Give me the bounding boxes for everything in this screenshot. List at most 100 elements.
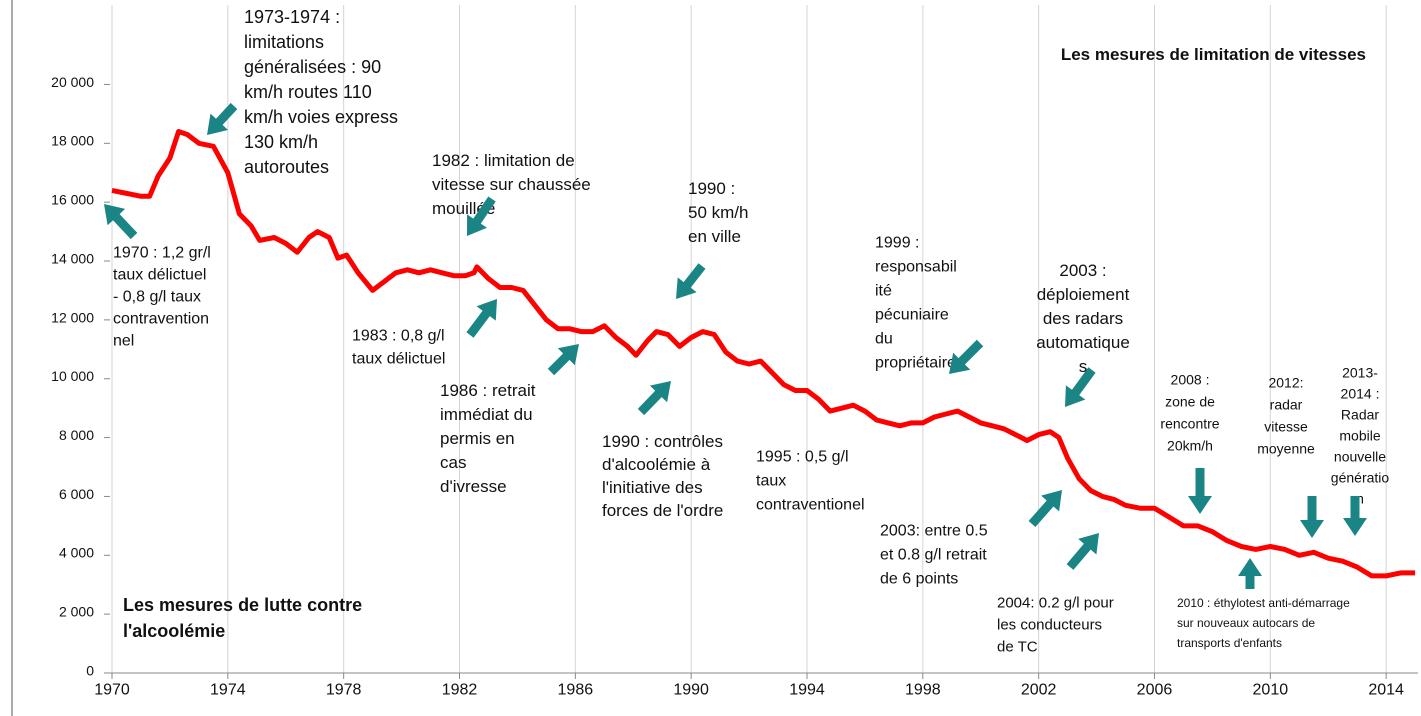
annotation: taux délictuel [113,266,206,283]
annotation: généralisées : 90 [244,57,381,77]
annotation: permis en [440,429,515,448]
annotation: transports d'enfants [1177,636,1282,650]
annotation: d'alcoolémie à [602,455,711,474]
arrow [104,204,138,240]
annotation: 1999 : [875,234,919,251]
annotation: déploiement [1037,285,1130,304]
annotation: 130 km/h [244,132,318,152]
x-tick-label: 1974 [210,681,246,698]
annotation: 2010 : éthylotest anti-démarrage [1177,596,1350,610]
annotation: 50 km/h [688,203,748,222]
annotation: km/h voies express [244,107,398,127]
annotation: s [1079,357,1088,376]
y-tick-label: 12 000 [51,309,94,325]
arrow [637,381,671,416]
annotation: nel [113,332,134,349]
annotation: l'initiative des [602,478,703,497]
x-tick-label: 2002 [1021,681,1057,698]
arrow [676,263,706,299]
x-tick-label: 1970 [94,681,130,698]
annotation: 1990 : contrôles [602,432,723,451]
title: Les mesures de lutte contre [123,595,362,615]
y-tick-label: 4 000 [59,545,94,561]
annotation: génératio [1331,469,1390,485]
annotation: 2003 : [1059,261,1106,280]
x-tick-label: 2006 [1137,681,1173,698]
annotation: mobile [1339,427,1380,443]
annotation: de 6 points [880,570,958,587]
annotation: les conducteurs [997,616,1102,633]
annotation: forces de l'ordre [602,501,723,520]
annotation: autoroutes [244,157,329,177]
y-tick-label: 14 000 [51,250,94,266]
arrow [207,102,238,135]
arrow [1065,367,1096,407]
x-tick-label: 1982 [442,681,478,698]
annotation: radar [1270,396,1303,412]
annotation: de TC [997,638,1038,655]
annotation: moyenne [1257,440,1315,456]
arrow [1028,490,1062,527]
y-tick-label: 20 000 [51,74,94,90]
y-tick-label: 6 000 [59,486,94,502]
x-tick-label: 2014 [1368,681,1404,698]
annotation: vitesse sur chaussée [432,175,591,194]
annotation: 1973-1974 : [244,7,340,27]
arrow [1300,496,1324,538]
annotation: en ville [688,227,741,246]
annotation: 1982 : limitation de [432,151,575,170]
annotation: contraventionel [756,496,865,513]
annotation: vitesse [1264,418,1308,434]
annotation: 1983 : 0,8 g/l [352,327,445,344]
annotation: 2008 : [1171,371,1210,387]
annotation: km/h routes 110 [244,82,372,102]
annotation: nouvelle [1334,448,1386,464]
x-tick-label: 1998 [905,681,941,698]
y-tick-label: 10 000 [51,368,94,384]
arrow [466,299,497,338]
title: l'alcoolémie [123,621,225,641]
annotation: 2004: 0.2 g/l pour [997,594,1114,611]
y-tick-label: 2 000 [59,604,94,620]
y-tick-label: 0 [86,662,94,678]
annotation: 1970 : 1,2 gr/l [113,244,211,261]
data-line [111,129,1416,579]
annotation: 2003: entre 0.5 [880,522,988,539]
annotation: n [1356,490,1364,506]
annotation: - 0,8 g/l taux [113,288,201,305]
x-tick-label: 1986 [558,681,594,698]
annotation: 2013- [1342,364,1378,380]
x-tick-label: 2010 [1253,681,1289,698]
arrow [1238,558,1262,589]
annotation: taux délictuel [352,350,445,367]
annotation: d'ivresse [440,477,507,496]
annotation: immédiat du [440,405,533,424]
annotation: sur nouveaux autocars de [1177,616,1315,630]
annotation: taux [756,472,786,489]
x-tick-label: 1990 [673,681,709,698]
arrow [547,344,579,376]
arrow [1066,533,1099,570]
y-tick-label: 8 000 [59,427,94,443]
annotation: 1995 : 0,5 g/l [756,448,849,465]
annotation: propriétaire [875,354,956,371]
arrow [1343,496,1367,536]
annotation: Radar [1341,406,1379,422]
annotation: pécuniaire [875,306,949,323]
annotation: ité [875,282,892,299]
x-tick-label: 1978 [326,681,362,698]
annotation: et 0.8 g/l retrait [880,546,987,563]
x-tick-label: 1994 [789,681,825,698]
annotation: responsabil [875,258,957,275]
annotation: 1990 : [688,179,735,198]
annotation: automatique [1036,333,1130,352]
annotation: des radars [1043,309,1123,328]
y-tick-label: 16 000 [51,192,94,208]
annotation: 20km/h [1167,437,1213,453]
annotation: zone de [1165,393,1215,409]
annotation: cas [440,453,466,472]
title: Les mesures de limitation de vitesses [1061,45,1366,64]
y-tick-label: 18 000 [51,133,94,149]
annotation: limitations [244,32,324,52]
